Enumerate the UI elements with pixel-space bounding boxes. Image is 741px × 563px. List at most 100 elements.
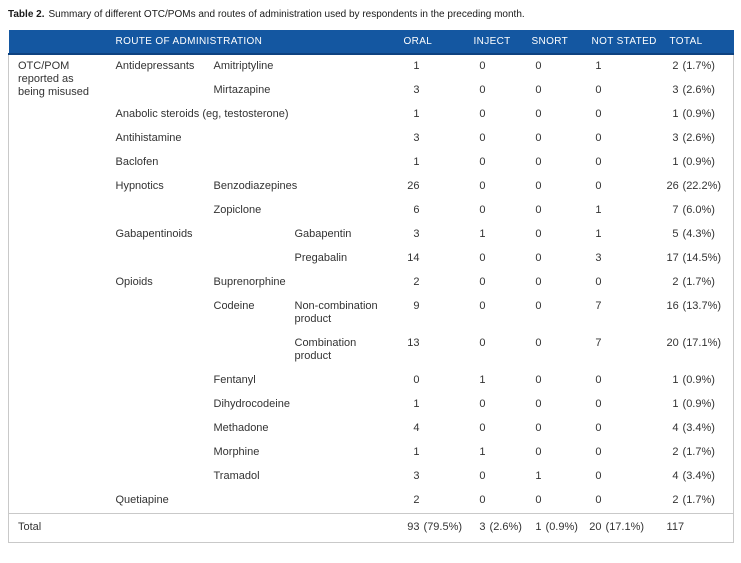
cell-value-number: 2 [672, 446, 679, 458]
header-snort: SNORT [528, 30, 589, 55]
cell-subtype: Non-combination product [294, 300, 378, 325]
cell-total: 17 (14.5%) [666, 247, 735, 271]
cell-value-number: 20 [666, 337, 679, 349]
header-oral: ORAL [401, 30, 471, 55]
cell-snort: 0 [529, 223, 589, 247]
cell-category [114, 295, 211, 332]
cell-snort: 0 [529, 151, 589, 175]
cell-inject: 0 [471, 465, 529, 489]
cell-oral: 3 [402, 127, 471, 151]
cell-value-number: 0 [595, 132, 602, 144]
cell-inject: 0 [471, 271, 529, 295]
cell-value-number: 3 [595, 252, 602, 264]
cell-value-number: 1 [413, 446, 420, 458]
cell-value-number: 0 [479, 108, 486, 120]
cell-oral: 1 [402, 441, 471, 465]
cell-total: 1 (0.9%) [666, 151, 735, 175]
header-spacer-cell [8, 30, 114, 55]
cell-value-number: 0 [595, 470, 602, 482]
cell-not-stated: 20 (17.1%) [588, 513, 667, 543]
cell-snort: 0 [529, 332, 589, 369]
table-row: Anabolic steroids (eg, testosterone) 1 0 0 0… [9, 103, 735, 127]
cell-inject: 0 [471, 295, 529, 332]
cell-value-percent: (79.5%) [423, 521, 463, 533]
cell-value-number: 0 [535, 494, 542, 506]
table-row: OTC/POM reported as being misused Antidep… [8, 54, 735, 514]
cell-oral: 1 [402, 151, 471, 175]
cell-category: Baclofen [115, 156, 159, 168]
page: Table 2. Summary of different OTC/POMs an… [0, 8, 741, 543]
cell-value-number: 7 [595, 337, 602, 349]
cell-not-stated: 1 [589, 54, 667, 79]
cell-value-number: 0 [535, 228, 542, 240]
cell-total: 2 (1.7%) [666, 441, 735, 465]
cell-value-number: 0 [595, 422, 602, 434]
cell-value-number: 1 [672, 374, 679, 386]
cell-snort: 0 [529, 295, 589, 332]
cell-value-number: 1 [672, 156, 679, 168]
cell-total: 2 (1.7%) [666, 271, 735, 295]
cell-total: 1 (0.9%) [666, 393, 735, 417]
table-row: Zopiclone 6 0 0 1 7 (6.0%) [9, 199, 735, 223]
cell-oral: 2 [402, 271, 471, 295]
cell-not-stated: 3 [589, 247, 667, 271]
table-row: Gabapentinoids Gabapentin 3 1 0 1 5 (4.3%) [9, 223, 735, 247]
cell-value-number: 16 [666, 300, 679, 312]
cell-value-number: 9 [413, 300, 420, 312]
cell-inject: 1 [471, 441, 529, 465]
cell-value-number: 1 [413, 156, 420, 168]
cell-total: 2 (1.7%) [666, 489, 735, 514]
cell-drug: Dihydrocodeine [213, 398, 290, 410]
cell-value-percent: (0.9%) [682, 398, 715, 410]
cell-total: 3 (2.6%) [666, 127, 735, 151]
cell-not-stated: 0 [589, 489, 667, 514]
cell-value-number: 0 [535, 300, 542, 312]
cell-value-percent: (2.6%) [682, 132, 715, 144]
cell-value-number: 4 [672, 422, 679, 434]
cell-value-number: 1 [535, 470, 542, 482]
cell-value-number: 0 [535, 276, 542, 288]
cell-not-stated: 7 [589, 332, 667, 369]
cell-oral: 1 [402, 54, 471, 79]
cell-not-stated: 0 [589, 465, 667, 489]
summary-table: ROUTE OF ADMINISTRATION ORAL INJECT SNOR… [7, 30, 735, 543]
cell-value-number: 2 [672, 60, 679, 72]
cell-inject: 0 [471, 199, 529, 223]
cell-value-percent: (2.6%) [489, 521, 522, 533]
cell-value-percent: (1.7%) [682, 60, 715, 72]
cell-value-number: 7 [672, 204, 679, 216]
table-caption: Table 2. Summary of different OTC/POMs an… [8, 8, 731, 21]
cell-total: 117 [666, 513, 735, 543]
cell-value-number: 0 [535, 204, 542, 216]
cell-category [114, 332, 292, 369]
cell-oral: 2 [402, 489, 471, 514]
cell-value-number: 3 [672, 84, 679, 96]
table-row: Methadone 4 0 0 0 4 (3.4%) [9, 417, 735, 441]
cell-inject: 0 [471, 151, 529, 175]
cell-category: Hypnotics [115, 180, 164, 192]
cell-total: 5 (4.3%) [666, 223, 735, 247]
cell-subtype: Gabapentin [294, 228, 352, 240]
cell-total: 3 (2.6%) [666, 79, 735, 103]
header-route-of-administration: ROUTE OF ADMINISTRATION [113, 30, 402, 55]
cell-category [114, 199, 211, 223]
cell-value-number: 0 [479, 252, 486, 264]
cell-value-number: 20 [589, 521, 602, 533]
cell-snort: 0 [529, 393, 589, 417]
cell-total: 2 (1.7%) [666, 54, 735, 79]
cell-not-stated: 0 [589, 151, 667, 175]
cell-drug: Zopiclone [213, 204, 262, 216]
cell-value-percent: (22.2%) [682, 180, 722, 192]
cell-value-number: 4 [413, 422, 420, 434]
cell-value-percent: (3.4%) [682, 470, 715, 482]
cell-value-number: 0 [535, 398, 542, 410]
cell-snort: 0 [529, 54, 589, 79]
cell-value-number: 0 [479, 470, 486, 482]
cell-value-number: 6 [413, 204, 420, 216]
cell-value-number: 2 [672, 494, 679, 506]
cell-value-percent: (6.0%) [682, 204, 715, 216]
cell-inject: 0 [471, 79, 529, 103]
cell-value-number: 1 [479, 446, 486, 458]
cell-value-number: 1 [413, 108, 420, 120]
cell-category: Antidepressants [115, 60, 195, 72]
